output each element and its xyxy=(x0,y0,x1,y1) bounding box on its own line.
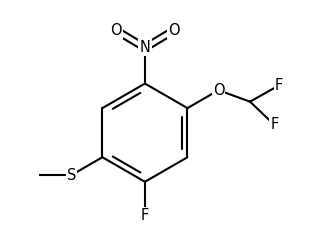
Text: O: O xyxy=(110,23,122,38)
Text: F: F xyxy=(270,117,278,132)
Text: S: S xyxy=(67,168,76,183)
Text: N: N xyxy=(140,40,150,55)
Text: F: F xyxy=(275,78,283,93)
Text: F: F xyxy=(141,208,149,223)
Text: O: O xyxy=(213,83,224,98)
Text: O: O xyxy=(168,23,180,38)
